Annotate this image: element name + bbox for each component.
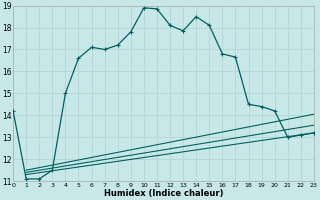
X-axis label: Humidex (Indice chaleur): Humidex (Indice chaleur) bbox=[104, 189, 223, 198]
